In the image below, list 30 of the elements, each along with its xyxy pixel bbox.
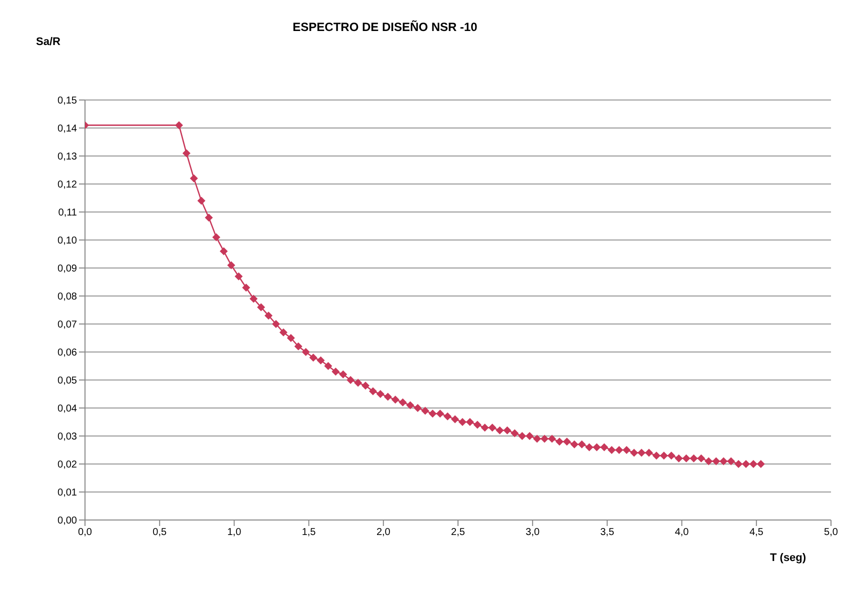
y-tick-label: 0,07 — [58, 320, 78, 331]
x-tick-label: 2,0 — [376, 527, 391, 538]
x-tick-label: 0,0 — [78, 527, 92, 538]
x-tick-label: 4,5 — [749, 527, 764, 538]
y-tick-label: 0,10 — [58, 236, 78, 247]
y-tick-label: 0,03 — [58, 432, 78, 443]
y-tick-label: 0,00 — [58, 516, 78, 527]
x-tick-label: 1,5 — [302, 527, 316, 538]
y-tick-label: 0,08 — [58, 292, 78, 303]
y-tick-label: 0,04 — [58, 404, 78, 415]
y-tick-label: 0,11 — [58, 208, 78, 219]
y-tick-label: 0,01 — [58, 488, 78, 499]
y-tick-label: 0,12 — [58, 180, 78, 191]
x-tick-label: 1,0 — [227, 527, 242, 538]
y-tick-label: 0,13 — [58, 152, 78, 163]
y-tick-label: 0,06 — [58, 348, 78, 359]
y-tick-label: 0,09 — [58, 264, 78, 275]
y-tick-label: 0,02 — [58, 460, 78, 471]
y-tick-label: 0,14 — [58, 124, 78, 135]
y-tick-label: 0,05 — [58, 376, 78, 387]
x-tick-label: 3,0 — [526, 527, 540, 538]
x-tick-label: 2,5 — [451, 527, 466, 538]
x-tick-label: 3,5 — [600, 527, 615, 538]
x-tick-label: 0,5 — [152, 527, 167, 538]
y-axis-title: Sa/R — [36, 36, 60, 48]
chart-title: ESPECTRO DE DISEÑO NSR -10 — [292, 20, 478, 34]
x-axis-title: T (seg) — [770, 552, 806, 564]
x-tick-label: 4,0 — [674, 527, 690, 538]
x-tick-label: 5,0 — [824, 527, 838, 538]
y-tick-label: 0,15 — [58, 96, 78, 107]
